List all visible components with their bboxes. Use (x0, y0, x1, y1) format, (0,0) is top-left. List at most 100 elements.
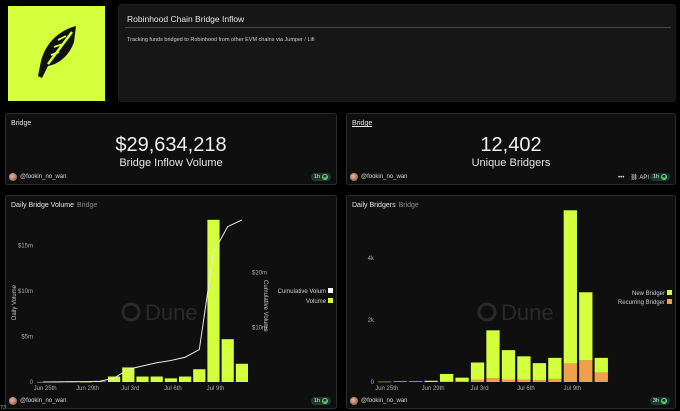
y2-axis-label: Cumulative Volume (262, 280, 268, 332)
refresh-interval: 3h (652, 398, 659, 404)
counter-title[interactable]: Bridge (352, 120, 373, 127)
recurring-bar (470, 379, 485, 382)
volume-bar (107, 376, 121, 382)
recurring-bar (594, 372, 608, 382)
recurring-bar (455, 381, 469, 382)
y-tick-label: 0 (30, 380, 34, 386)
legend-swatch (328, 298, 333, 303)
y-tick-label: $10m (18, 289, 33, 295)
dune-logo-icon (121, 302, 141, 322)
x-tick-label: Jun 25th (34, 386, 57, 392)
refresh-badge[interactable]: 1h (310, 173, 331, 181)
author-link[interactable]: @fookin_no_wan (9, 397, 66, 405)
new-bridger-bar (563, 210, 577, 364)
y2-tick-label: $20m (252, 271, 267, 277)
author-name: @fookin_no_wan (20, 398, 67, 404)
counter-title[interactable]: Bridge (11, 120, 32, 127)
legend-swatch (667, 290, 672, 295)
counter-value: 12,402 (480, 134, 542, 156)
counter-label: Bridge Inflow Volume (119, 157, 223, 169)
new-bridger-bar (501, 350, 516, 380)
x-tick-label: Jun 29th (422, 386, 445, 392)
recurring-bar (517, 379, 531, 382)
x-tick-label: Jul 3rd (121, 386, 139, 392)
avatar (350, 397, 358, 405)
corner-label: 73 (0, 405, 7, 411)
legend-label: New Bridger (632, 291, 665, 297)
counter-label: Unique Bridgers (471, 157, 551, 169)
volume-bar (150, 376, 163, 382)
feather-icon (38, 26, 76, 78)
x-tick-label: Jul 3rd (471, 386, 489, 392)
new-bridger-bar (470, 362, 485, 380)
new-bridger-bar (548, 357, 562, 379)
author-link[interactable]: @fookin_no_wan (9, 173, 66, 181)
watermark-text: Dune (501, 300, 554, 325)
recurring-bar (563, 363, 577, 382)
new-bridger-bar (409, 381, 423, 382)
volume-bar (178, 376, 192, 382)
x-tick-label: Jul 6th (164, 386, 182, 392)
new-bridger-bar (455, 377, 469, 382)
refresh-badge[interactable]: 1h (649, 173, 670, 181)
recurring-bar (486, 378, 500, 382)
page-title: Robinhood Chain Bridge Inflow (127, 14, 245, 24)
refresh-interval: 1h (313, 174, 320, 180)
counter-unique-bridgers[interactable]: Bridge 12,402 Unique Bridgers @fookin_no… (346, 113, 676, 185)
brand-logo (8, 6, 105, 101)
api-label: API (639, 175, 649, 181)
new-bridger-bar (517, 356, 531, 380)
recurring-bar (548, 378, 562, 382)
x-tick-label: Jul 9th (563, 386, 581, 392)
legend-swatch (667, 299, 672, 304)
new-bridger-bar (579, 292, 593, 361)
volume-bar (164, 378, 178, 382)
new-bridger-bar (594, 357, 608, 373)
new-bridger-bar (532, 363, 547, 381)
chart-panel-daily-volume[interactable]: Daily Bridge Volume Bridge Dune 0 $5m $10m $1… (5, 195, 337, 409)
refresh-badge[interactable]: 1h (310, 397, 331, 405)
chart-title-text: Daily Bridgers (352, 202, 396, 209)
x-tick-label: Jun 29th (76, 386, 99, 392)
more-dots-icon[interactable]: ••• (618, 174, 625, 181)
avatar (9, 173, 17, 181)
new-bridger-bar (424, 380, 438, 382)
daily-bridgers-chart: Dune 0 2k 4k Jun 25th Jun 29th Jul 3rd Jul 6th J… (368, 210, 672, 392)
author-link[interactable]: @fookin_no_wan (350, 173, 407, 181)
author-name: @fookin_no_wan (361, 398, 408, 404)
daily-volume-chart: Dune 0 $5m $10m $15m $10m $20m Daily Volume Cumu… (12, 219, 333, 392)
y-tick-label: $15m (18, 243, 33, 249)
recurring-bar (501, 379, 516, 382)
link-icon: ⛓ (630, 175, 638, 181)
volume-bar (36, 381, 50, 383)
y2-tick-label: $10m (252, 325, 267, 331)
new-bridger-bar (439, 373, 454, 382)
chart-subtitle[interactable]: Bridge (398, 202, 419, 209)
y-tick-label: $5m (21, 334, 33, 340)
author-name: @fookin_no_wan (20, 174, 67, 180)
volume-bar (136, 376, 149, 382)
page-description: Tracking funds bridged to Robinhood from… (127, 37, 315, 43)
check-icon (661, 398, 667, 404)
y-tick-label: 0 (371, 380, 375, 386)
new-bridger-bar (486, 330, 500, 379)
volume-bar (93, 381, 107, 383)
x-tick-label: Jun 25th (375, 386, 398, 392)
refresh-badge[interactable]: 3h (649, 397, 670, 405)
chart-title: Daily Bridgers Bridge (352, 202, 419, 209)
check-icon (322, 398, 328, 404)
counter-bridge-volume[interactable]: Bridge $29,634,218 Bridge Inflow Volume … (5, 113, 337, 185)
watermark-text: Dune (145, 300, 198, 325)
chart-panel-daily-bridgers[interactable]: Daily Bridgers Bridge Dune 0 2k 4k Jun 25th Ju… (346, 195, 676, 409)
legend-label: Volume (306, 299, 327, 305)
chart-title: Daily Bridge Volume Bridge (11, 202, 97, 209)
chart-title-text: Daily Bridge Volume (11, 202, 75, 209)
chart-subtitle[interactable]: Bridge (77, 202, 98, 209)
y-tick-label: 4k (368, 256, 375, 262)
x-tick-label: Jul 9th (207, 386, 225, 392)
cumulative-line (43, 219, 243, 383)
legend-label: Cumulative Volum (278, 289, 326, 295)
api-button[interactable]: ⛓ API (630, 174, 649, 181)
author-name: @fookin_no_wan (361, 174, 408, 180)
author-link[interactable]: @fookin_no_wan (350, 397, 407, 405)
